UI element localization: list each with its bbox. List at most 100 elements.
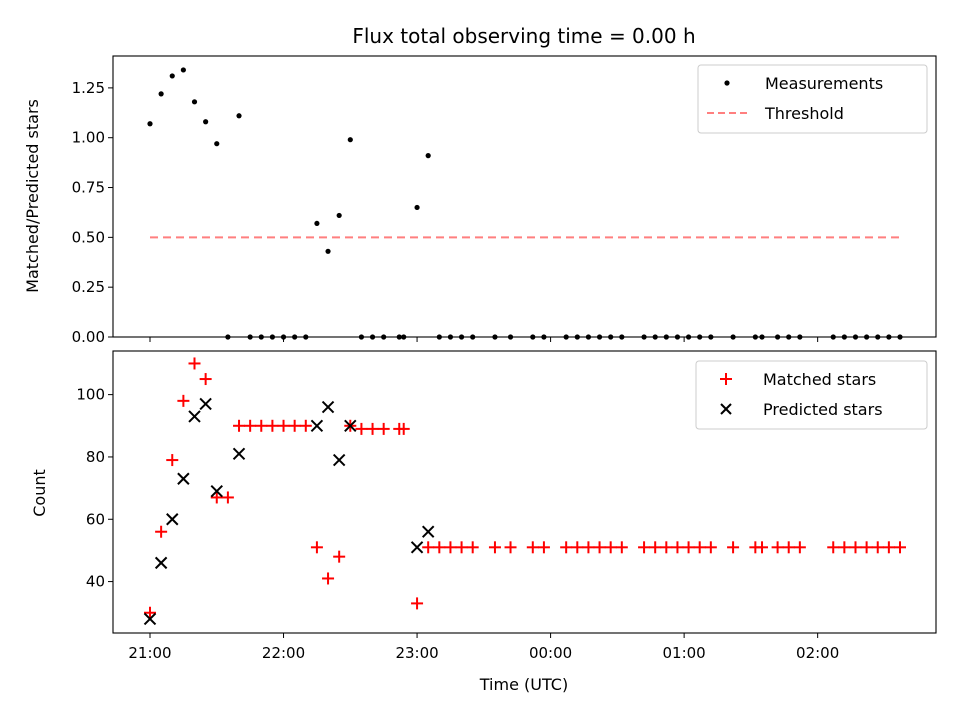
matched-point [660, 541, 673, 554]
matched-point [177, 394, 190, 407]
matched-point [827, 541, 840, 554]
matched-point [466, 541, 479, 554]
matched-point [537, 541, 550, 554]
matched-point [504, 541, 517, 554]
x-tick-label: 02:00 [796, 644, 839, 662]
predicted-point [344, 419, 357, 432]
legend-threshold-label: Threshold [764, 104, 844, 123]
x-tick-label: 00:00 [529, 644, 572, 662]
predicted-point [232, 447, 246, 461]
predicted-point [199, 397, 212, 411]
measurement-point [191, 99, 198, 105]
matched-point [266, 419, 279, 432]
matched-point [288, 419, 301, 432]
x-axis-label: Time (UTC) [479, 675, 568, 694]
matched-point [782, 541, 795, 554]
count-y-tick-label: 80 [86, 448, 105, 466]
count-y-ticks: 40 60 80 100 [76, 386, 113, 591]
predicted-point [188, 410, 201, 423]
matched-point [455, 541, 468, 554]
matched-point [433, 541, 446, 554]
matched-point [593, 541, 606, 554]
matched-point [221, 491, 234, 504]
predicted-point [210, 485, 223, 498]
matched-point [671, 541, 684, 554]
ratio-y-tick-label: 0.25 [72, 278, 105, 296]
matched-point [560, 541, 573, 554]
count-y-axis-label: Count [30, 469, 49, 517]
matched-point [244, 419, 257, 432]
measurement-point [158, 91, 164, 97]
legend-predicted-label: Predicted stars [763, 400, 883, 419]
measurement-point [180, 67, 186, 73]
ratio-panel: Flux total observing time = 0.00 h Match… [23, 24, 937, 346]
measurement-point [347, 137, 353, 143]
matched-point [166, 454, 179, 467]
x-tick-label: 22:00 [262, 644, 305, 662]
matched-point [277, 419, 290, 432]
predicted-point [321, 400, 335, 414]
measurement-point [336, 212, 342, 219]
x-tick-label: 23:00 [395, 644, 438, 662]
ratio-y-axis-label: Matched/Predicted stars [23, 99, 42, 293]
measurement-point [425, 153, 431, 159]
measurement-point [203, 119, 209, 125]
matched-point [894, 541, 906, 554]
predicted-point [332, 453, 346, 467]
ratio-y-tick-label: 0.00 [72, 328, 105, 346]
legend-measurements-marker [724, 80, 730, 86]
matched-point [355, 422, 368, 435]
matched-point [860, 541, 873, 554]
matched-point [299, 419, 312, 432]
matched-point [638, 541, 651, 554]
predicted-point [143, 612, 157, 626]
measurement-point [169, 73, 175, 79]
legend-predicted-marker [720, 403, 732, 415]
count-panel: Count Time (UTC) 40 60 80 100 21:00 22:00 23:… [30, 350, 937, 694]
measurement-point [314, 220, 320, 227]
matched-point [488, 541, 501, 554]
matched-point [838, 541, 851, 554]
matched-point [310, 541, 323, 554]
ratio-y-tick-label: 0.50 [72, 228, 105, 246]
chart-title: Flux total observing time = 0.00 h [352, 24, 695, 48]
ratio-legend-box [697, 64, 928, 134]
count-legend-box [695, 360, 928, 430]
matched-point [871, 541, 884, 554]
matched-point [188, 357, 201, 370]
matched-point [233, 419, 246, 432]
ratio-axes-frame [112, 55, 937, 338]
ratio-legend: Measurements Threshold [697, 64, 928, 134]
matched-point [582, 541, 595, 554]
ratio-y-tick-label: 1.00 [72, 129, 105, 147]
matched-point [849, 541, 862, 554]
count-y-tick-label: 60 [86, 510, 105, 528]
matched-point [704, 541, 717, 554]
measurement-point [325, 248, 331, 254]
matched-point [397, 422, 410, 435]
matched-point [422, 541, 435, 554]
measurement-point [214, 141, 220, 147]
ratio-y-ticks: 0.00 0.25 0.50 0.75 1.00 1.25 [72, 79, 113, 346]
matched-point [571, 541, 584, 554]
matched-point [526, 541, 539, 554]
ratio-y-tick-label: 1.25 [72, 79, 105, 97]
matched-point [199, 373, 212, 386]
matched-point [682, 541, 695, 554]
matched-point [255, 419, 268, 432]
matched-point [444, 541, 457, 554]
ratio-y-tick-label: 0.75 [72, 179, 105, 197]
ratio-plot-area [147, 67, 903, 340]
measurement-point [236, 113, 242, 119]
predicted-point [421, 525, 435, 538]
x-tick-label: 21:00 [128, 644, 171, 662]
x-tick-label: 01:00 [663, 644, 706, 662]
predicted-point [166, 513, 179, 526]
matched-point [882, 541, 895, 554]
matched-point [693, 541, 706, 554]
measurement-point [414, 204, 420, 211]
matched-point [377, 422, 390, 435]
count-plot-area [143, 357, 906, 626]
matched-point [771, 541, 784, 554]
